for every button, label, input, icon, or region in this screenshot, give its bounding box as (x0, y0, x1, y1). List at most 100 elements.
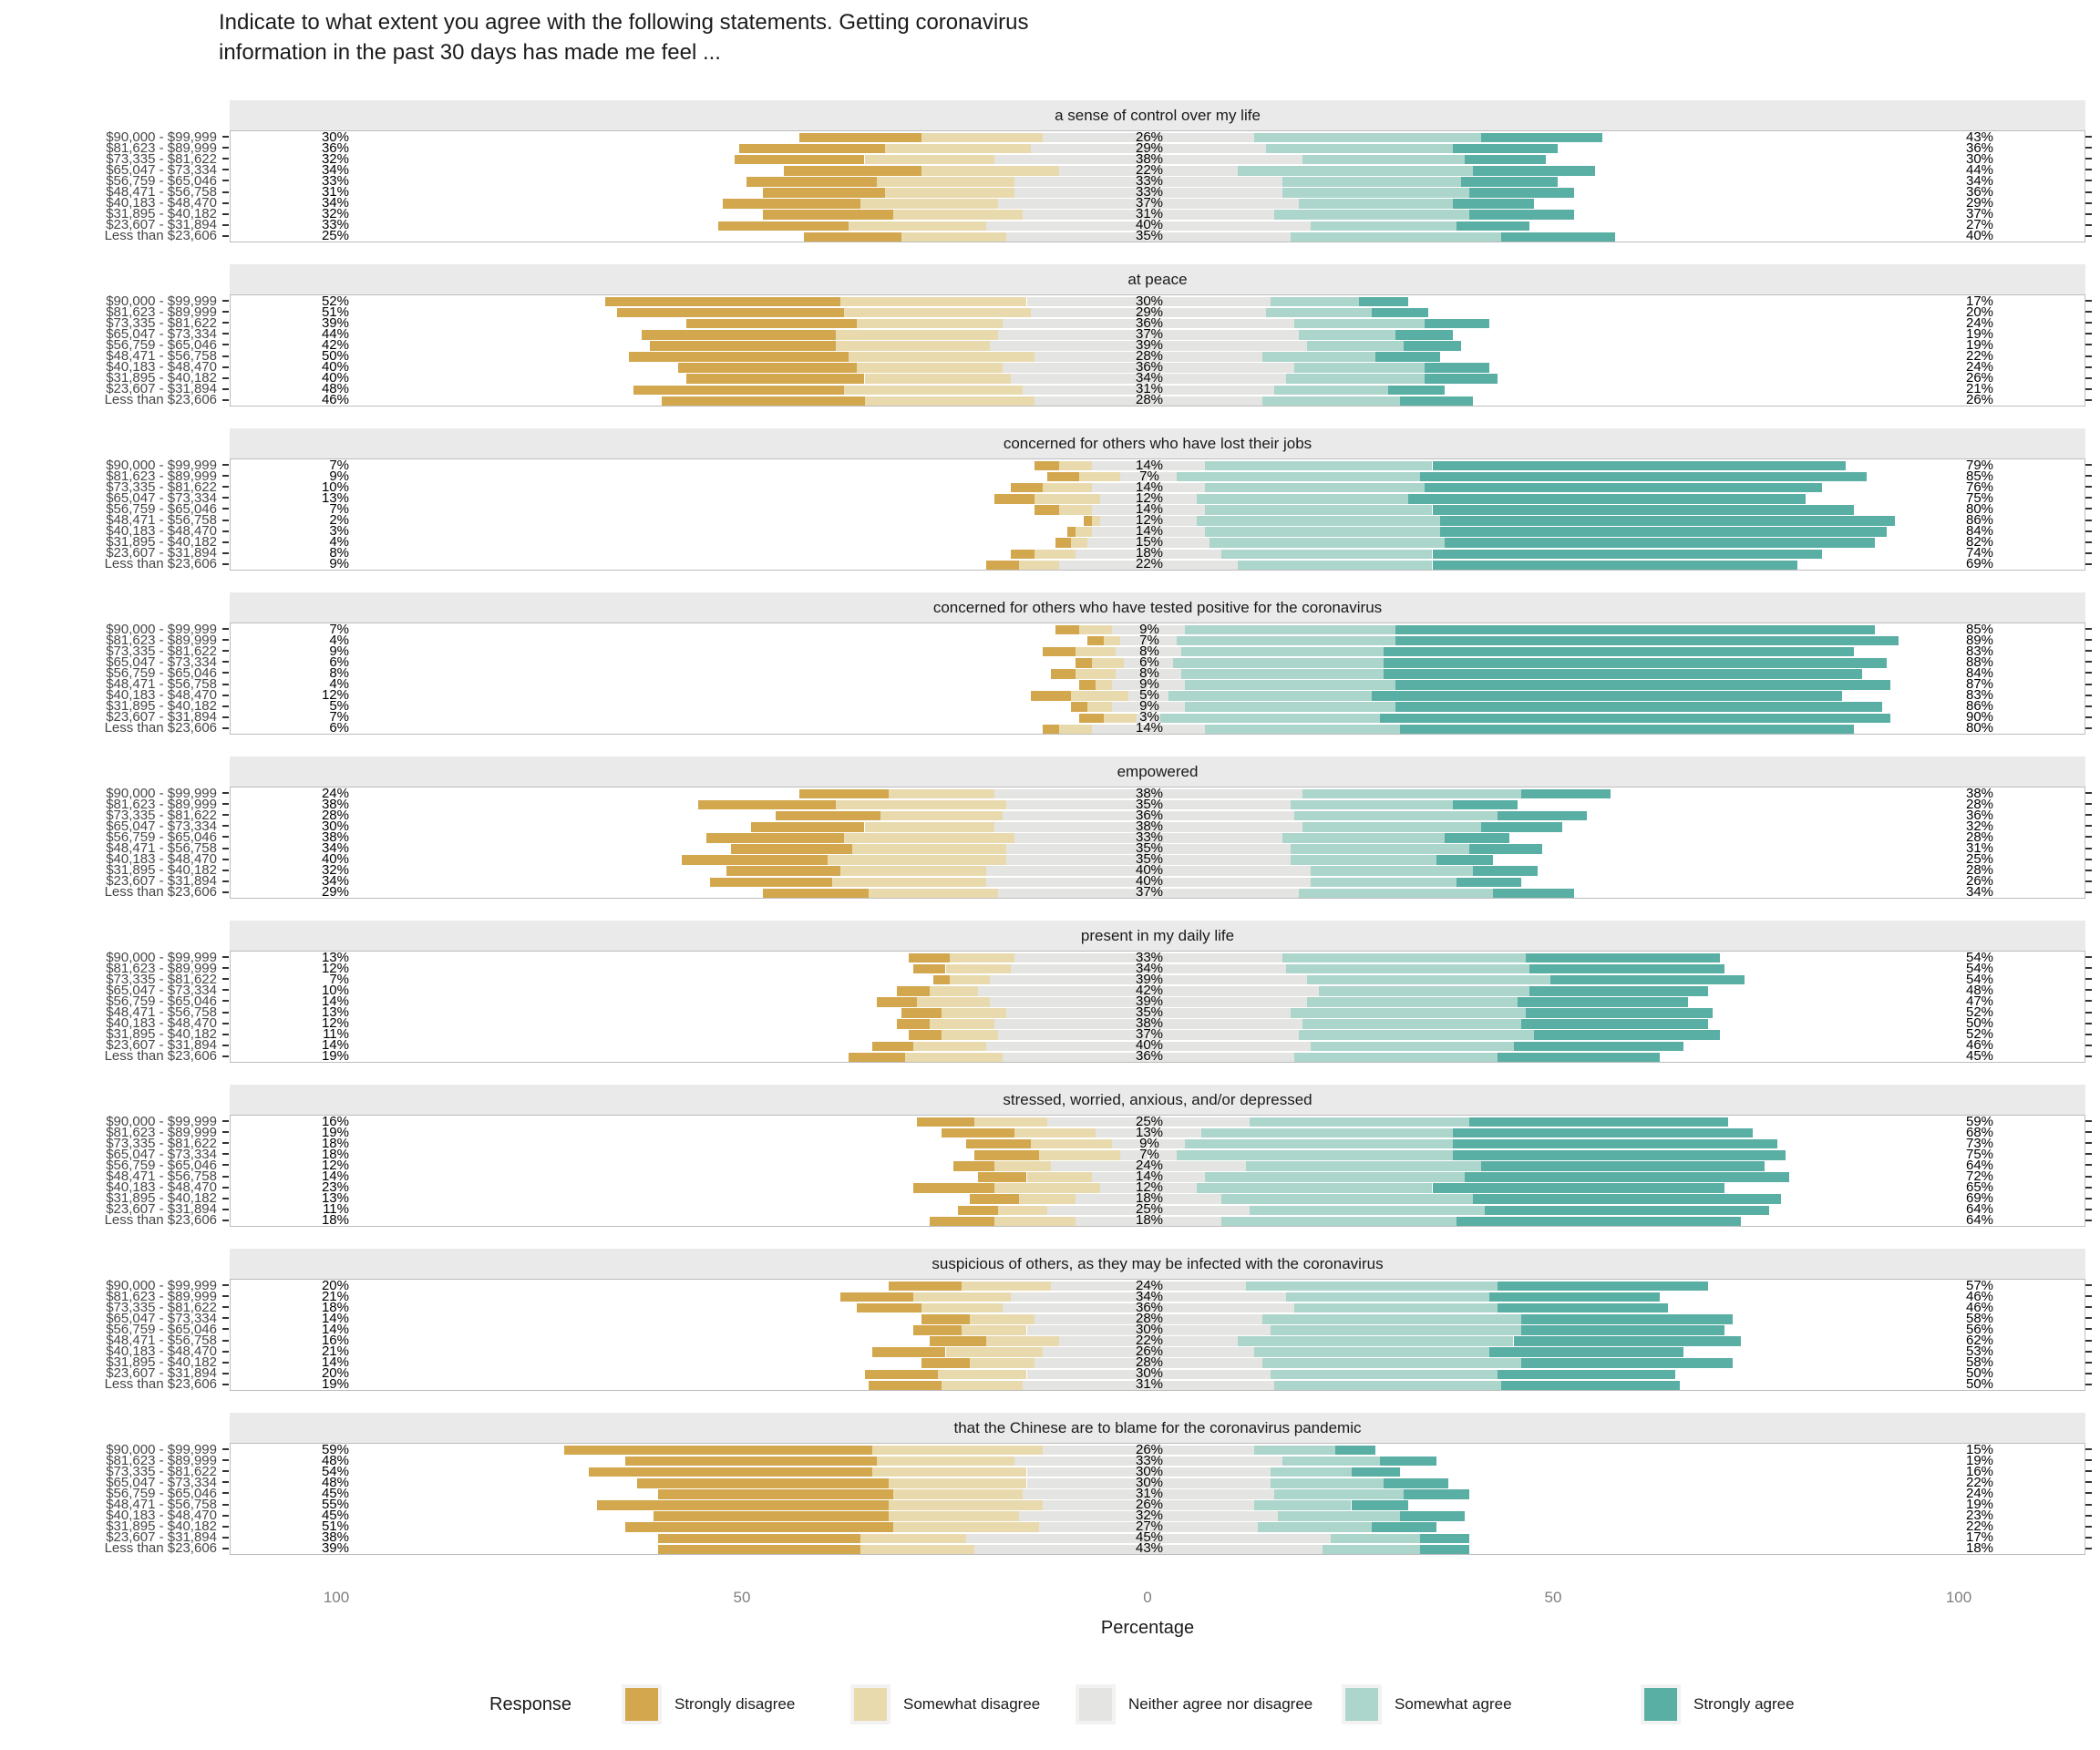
bar-segment-strongly-disagree (864, 1369, 938, 1380)
neutral-total-label: 42% (1135, 982, 1164, 998)
y-tick-right (2085, 147, 2092, 149)
neutral-total-label: 36% (1135, 807, 1164, 823)
disagree-total-label: 7% (329, 709, 349, 726)
disagree-total-label: 34% (321, 840, 349, 856)
income-axis-label: $81,623 - $89,999 (106, 1452, 217, 1468)
bar-segment-strongly-disagree (839, 1292, 913, 1302)
bar-segment-somewhat-disagree (901, 232, 1007, 242)
neutral-total-label: 7% (1139, 1146, 1159, 1162)
bar-segment-somewhat-disagree (889, 1500, 1044, 1510)
y-tick-right (2085, 475, 2092, 478)
disagree-total-label: 33% (321, 172, 349, 189)
bar-segment-strongly-agree (1399, 724, 1855, 735)
bar-segment-somewhat-disagree (993, 1161, 1052, 1171)
bar-segment-somewhat-agree (1177, 635, 1396, 646)
y-tick-left (222, 726, 229, 729)
zero-line (1148, 460, 1149, 569)
y-tick-right (2085, 1055, 2092, 1057)
bar-segment-somewhat-disagree (1014, 1127, 1096, 1138)
y-tick-right (2085, 978, 2092, 981)
income-axis-label: $40,183 - $48,470 (106, 1343, 217, 1360)
bar-segment-somewhat-agree (1197, 1183, 1433, 1193)
income-axis-label: $31,895 - $40,182 (106, 698, 217, 715)
neutral-total-label: 24% (1135, 1157, 1164, 1173)
bar-segment-somewhat-agree (1261, 352, 1376, 362)
zero-line (1148, 296, 1149, 405)
y-tick-right (2085, 1383, 2092, 1385)
y-tick-left (222, 847, 229, 849)
y-tick-left (222, 464, 229, 466)
bar-segment-strongly-agree (1468, 210, 1575, 220)
income-axis-label: $81,623 - $89,999 (106, 468, 217, 484)
legend-swatch-strongly-disagree (625, 1688, 658, 1721)
neutral-total-label: 30% (1135, 1321, 1164, 1337)
panel-strip-title: concerned for others who have lost their… (230, 428, 2085, 458)
bar-segment-somewhat-disagree (912, 1041, 986, 1052)
income-axis-label: $90,000 - $99,999 (106, 1113, 217, 1129)
disagree-total-label: 50% (321, 348, 349, 364)
bar-segment-strongly-agree (1432, 505, 1855, 515)
bar-segment-strongly-disagree (993, 494, 1035, 504)
income-axis-label: $90,000 - $99,999 (106, 457, 217, 473)
y-tick-right (2085, 869, 2092, 871)
y-tick-right (2085, 136, 2092, 138)
disagree-total-label: 13% (321, 949, 349, 965)
y-tick-right (2085, 1481, 2092, 1484)
disagree-total-label: 45% (321, 1485, 349, 1501)
bar-segment-strongly-agree (1351, 1500, 1408, 1510)
y-tick-right (2085, 376, 2092, 379)
neutral-total-label: 18% (1135, 1190, 1164, 1207)
bar-segment-strongly-disagree (909, 1030, 942, 1040)
income-axis-label: $48,471 - $56,758 (106, 1004, 217, 1020)
bar-segment-somewhat-agree (1245, 1161, 1481, 1171)
agree-total-label: 85% (1966, 468, 1994, 484)
bar-segment-somewhat-agree (1290, 1008, 1526, 1018)
income-axis-label: $40,183 - $48,470 (106, 359, 217, 376)
bar-segment-somewhat-agree (1258, 1522, 1372, 1532)
agree-total-label: 21% (1966, 381, 1994, 397)
bar-segment-strongly-agree (1452, 799, 1518, 810)
bar-segment-strongly-disagree (685, 374, 865, 384)
bar-segment-somewhat-disagree (917, 997, 991, 1007)
bar-segment-somewhat-agree (1306, 341, 1405, 351)
neutral-total-label: 36% (1135, 1048, 1164, 1065)
bar-segment-somewhat-agree (1237, 166, 1473, 176)
disagree-total-label: 11% (323, 1201, 349, 1218)
agree-total-label: 28% (1966, 796, 1994, 812)
agree-total-label: 40% (1966, 228, 1994, 244)
bar-segment-strongly-disagree (685, 318, 857, 329)
bar-segment-somewhat-agree (1311, 221, 1457, 232)
income-axis-label: $73,335 - $81,622 (106, 479, 217, 495)
neutral-total-label: 33% (1135, 1452, 1164, 1468)
income-axis-label: $81,623 - $89,999 (106, 1288, 217, 1304)
bar-segment-strongly-disagree (897, 986, 930, 996)
agree-total-label: 46% (1966, 1037, 1994, 1054)
y-tick-right (2085, 234, 2092, 237)
bar-segment-somewhat-disagree (993, 1216, 1076, 1227)
disagree-total-label: 14% (321, 1310, 349, 1326)
y-tick-left (222, 376, 229, 379)
legend-key (1342, 1684, 1382, 1724)
bar-segment-strongly-agree (1384, 1478, 1449, 1488)
agree-total-label: 82% (1966, 534, 1994, 551)
disagree-total-label: 33% (321, 217, 349, 233)
panel-strip-title: at peace (230, 264, 2085, 294)
bar-segment-strongly-agree (1384, 669, 1863, 679)
bar-segment-somewhat-agree (1270, 1467, 1352, 1477)
bar-segment-somewhat-disagree (1087, 702, 1112, 712)
y-tick-left (222, 1339, 229, 1342)
bar-segment-somewhat-agree (1172, 658, 1385, 668)
bar-segment-strongly-agree (1521, 1314, 1733, 1324)
agree-total-label: 24% (1966, 314, 1994, 331)
agree-total-label: 38% (1966, 785, 1994, 801)
disagree-total-label: 34% (321, 195, 349, 211)
disagree-total-label: 5% (329, 698, 349, 715)
y-tick-left (222, 650, 229, 653)
agree-total-label: 19% (1966, 1452, 1994, 1468)
income-axis-label: Less than $23,606 (104, 1212, 217, 1229)
income-axis-label: $81,623 - $89,999 (106, 139, 217, 156)
bar-segment-somewhat-agree (1290, 799, 1453, 810)
income-axis-label: $73,335 - $81,622 (106, 314, 217, 331)
bar-segment-strongly-agree (1379, 713, 1891, 724)
income-axis-label: $73,335 - $81,622 (106, 1135, 217, 1151)
